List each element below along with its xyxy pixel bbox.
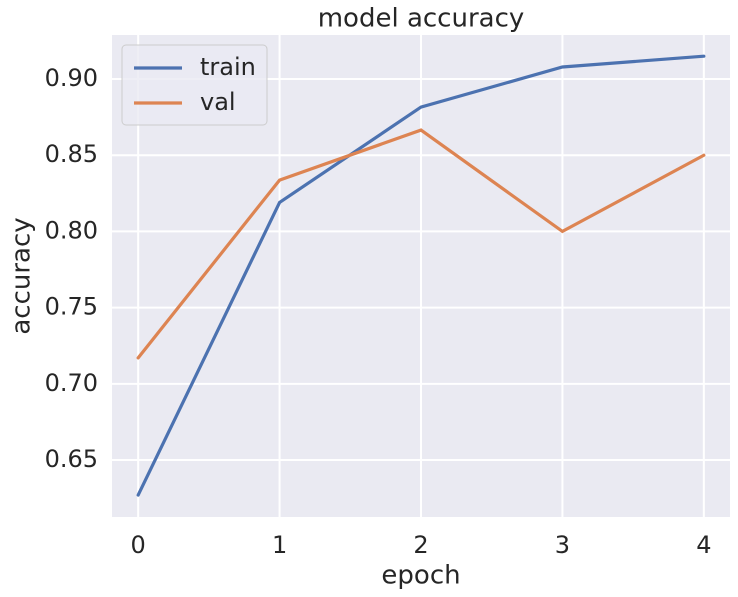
y-tick-label: 0.75 [45,293,98,321]
x-axis-label: epoch [381,561,460,591]
line-series [136,54,706,497]
x-tick-label: 0 [131,531,146,559]
x-tick-label: 1 [272,531,287,559]
line-series [136,128,706,360]
y-axis-label: accuracy [7,217,37,334]
y-tick-label: 0.85 [45,140,98,168]
y-tick-label: 0.90 [45,64,98,92]
chart-title: model accuracy [318,4,525,34]
legend-box [121,44,268,126]
y-tick-label: 0.80 [45,216,98,244]
x-tick-label: 2 [413,531,428,559]
x-tick-label: 4 [696,531,711,559]
x-tick-label: 3 [555,531,570,559]
y-tick-label: 0.70 [45,369,98,397]
legend-label: val [200,88,236,116]
y-tick-label: 0.65 [45,445,98,473]
legend-label: train [200,53,256,81]
